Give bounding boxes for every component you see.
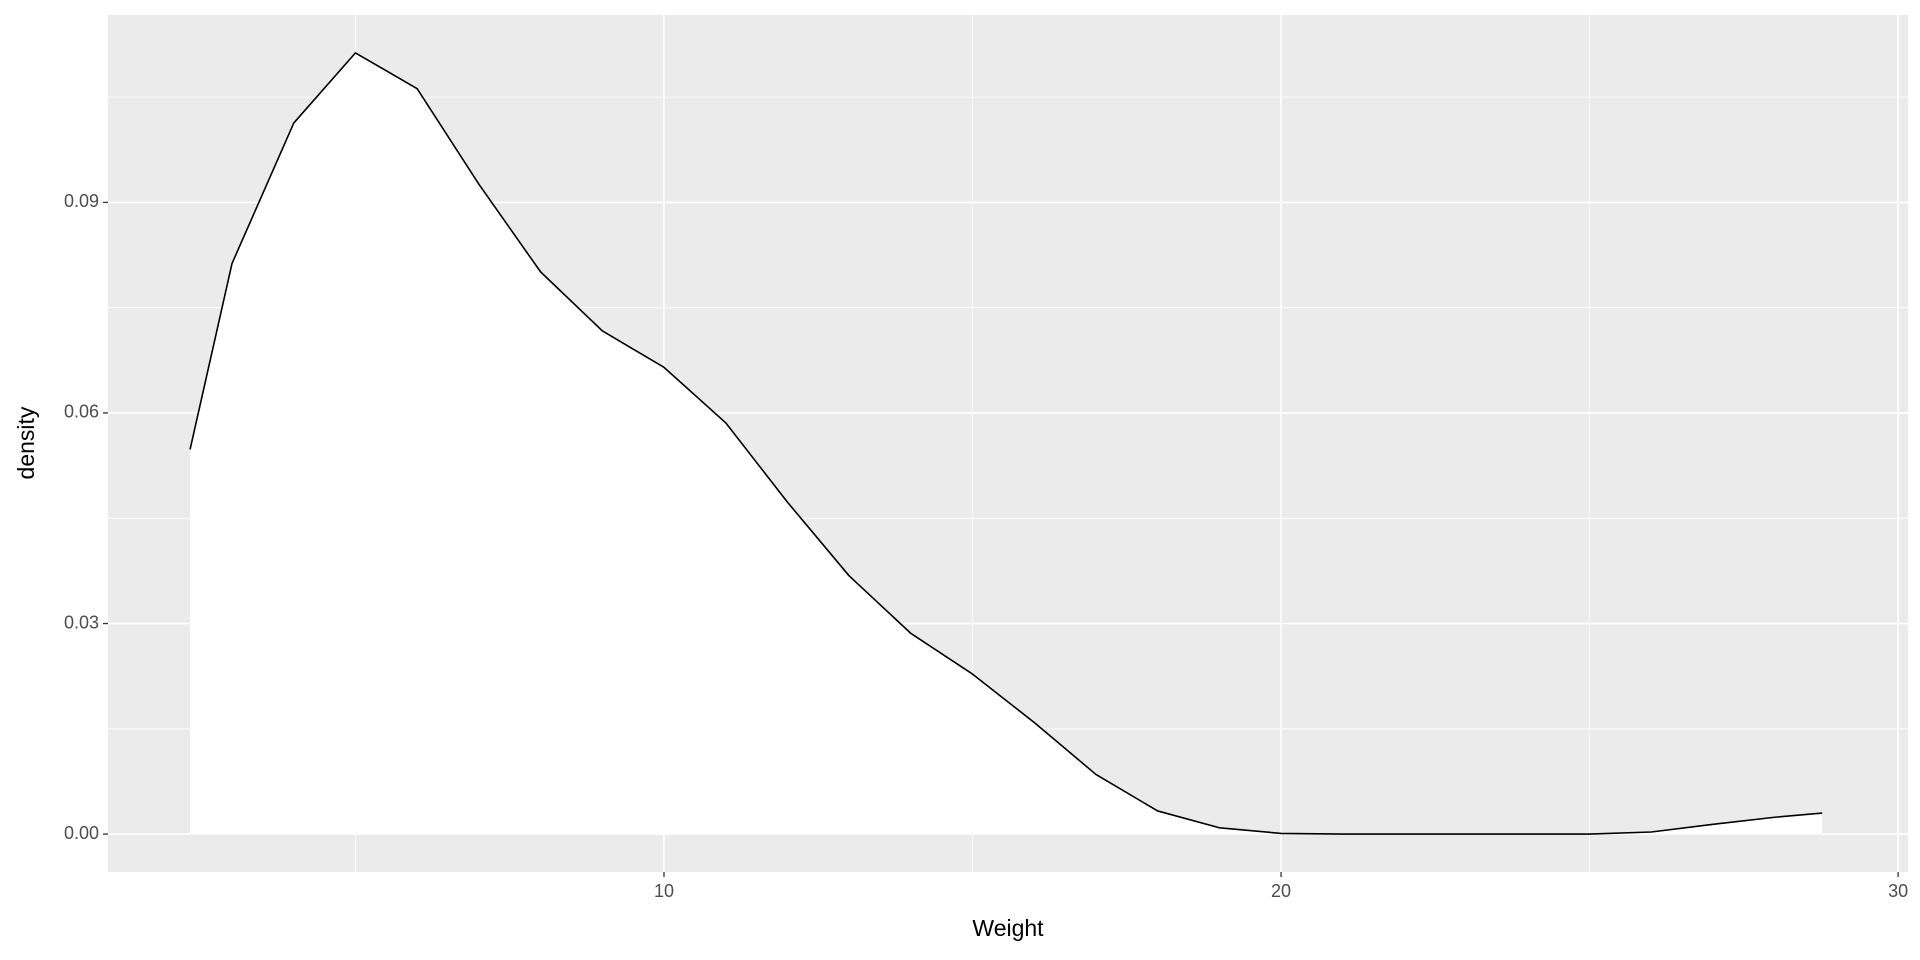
x-tick-label: 20: [1271, 881, 1291, 901]
density-area: [190, 52, 1823, 835]
x-tick-label: 30: [1888, 881, 1908, 901]
x-axis-title: Weight: [972, 915, 1044, 941]
x-tick-label: 10: [654, 881, 674, 901]
y-tick-label: 0.03: [64, 612, 99, 632]
density-line: [189, 52, 1823, 835]
y-tick-label: 0.09: [64, 191, 99, 211]
y-tick-label: 0.06: [64, 402, 99, 422]
y-tick-label: 0.00: [64, 823, 99, 843]
y-axis-title: density: [13, 406, 39, 479]
